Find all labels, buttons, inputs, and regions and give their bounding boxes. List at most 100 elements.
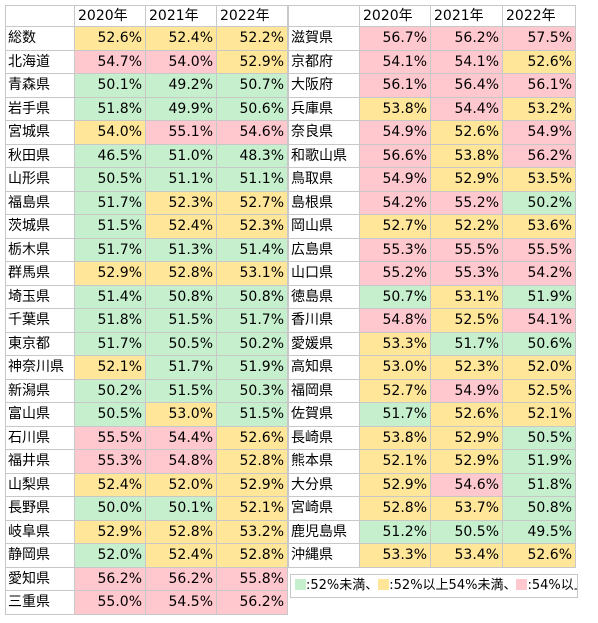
percentage-value: 50.5% <box>75 403 146 427</box>
percentage-value: 51.7% <box>75 238 146 262</box>
percentage-value: 56.1% <box>503 74 576 98</box>
percentage-value: 52.4% <box>146 215 217 239</box>
percentage-value: 56.2% <box>146 567 217 591</box>
percentage-value: 53.1% <box>217 262 288 286</box>
prefecture-name: 和歌山県 <box>288 144 360 168</box>
percentage-value: 56.4% <box>431 74 503 98</box>
percentage-value: 52.9% <box>217 473 288 497</box>
prefecture-name: 福島県 <box>5 191 75 215</box>
percentage-value: 52.6% <box>75 27 146 51</box>
percentage-value: 54.9% <box>360 121 431 145</box>
left-header-year: 2020年 <box>75 5 146 27</box>
percentage-value: 52.2% <box>431 215 503 239</box>
percentage-value: 55.5% <box>503 238 576 262</box>
prefecture-name: 山形県 <box>5 168 75 192</box>
percentage-value: 52.1% <box>360 450 431 474</box>
prefecture-name: 福岡県 <box>288 379 360 403</box>
percentage-value: 52.6% <box>431 121 503 145</box>
percentage-value: 55.0% <box>75 591 146 615</box>
percentage-value: 56.2% <box>217 591 288 615</box>
percentage-value: 55.2% <box>360 262 431 286</box>
percentage-value: 54.1% <box>503 309 576 333</box>
percentage-value: 56.7% <box>360 27 431 51</box>
percentage-value: 54.4% <box>146 426 217 450</box>
percentage-value: 52.8% <box>217 544 288 568</box>
percentage-value: 54.8% <box>146 450 217 474</box>
percentage-value: 52.9% <box>75 262 146 286</box>
percentage-value: 52.9% <box>360 473 431 497</box>
prefecture-name: 岡山県 <box>288 215 360 239</box>
percentage-value: 52.4% <box>146 27 217 51</box>
percentage-value: 53.3% <box>360 332 431 356</box>
percentage-value: 54.2% <box>360 191 431 215</box>
percentage-value: 54.0% <box>146 50 217 74</box>
percentage-value: 52.0% <box>503 356 576 380</box>
prefecture-name: 新潟県 <box>5 379 75 403</box>
prefecture-name: 愛媛県 <box>288 332 360 356</box>
percentage-value: 52.7% <box>360 215 431 239</box>
percentage-value: 54.6% <box>431 473 503 497</box>
percentage-value: 51.9% <box>503 285 576 309</box>
percentage-value: 51.7% <box>431 332 503 356</box>
percentage-value: 52.9% <box>217 50 288 74</box>
prefecture-name: 大阪府 <box>288 74 360 98</box>
percentage-value: 54.6% <box>217 121 288 145</box>
right-header-blank <box>288 5 360 27</box>
percentage-value: 50.6% <box>503 332 576 356</box>
percentage-value: 48.3% <box>217 144 288 168</box>
prefecture-name: 兵庫県 <box>288 97 360 121</box>
prefecture-name: 北海道 <box>5 50 75 74</box>
percentage-value: 54.2% <box>503 262 576 286</box>
percentage-value: 51.4% <box>217 238 288 262</box>
percentage-value: 54.1% <box>360 50 431 74</box>
percentage-value: 50.2% <box>217 332 288 356</box>
percentage-value: 52.6% <box>431 403 503 427</box>
percentage-value: 54.5% <box>146 591 217 615</box>
prefecture-name: 神奈川県 <box>5 356 75 380</box>
prefecture-name: 香川県 <box>288 309 360 333</box>
percentage-value: 46.5% <box>75 144 146 168</box>
percentage-value: 52.1% <box>503 403 576 427</box>
percentage-value: 51.5% <box>146 379 217 403</box>
prefecture-name: 石川県 <box>5 426 75 450</box>
legend-mid-label: :52%以上54%未満、 <box>389 577 517 593</box>
percentage-value: 49.2% <box>146 74 217 98</box>
grid-border <box>288 5 576 6</box>
percentage-value: 54.9% <box>503 121 576 145</box>
percentage-value: 55.8% <box>217 567 288 591</box>
prefecture-name: 徳島県 <box>288 285 360 309</box>
prefecture-name: 奈良県 <box>288 121 360 145</box>
percentage-value: 50.8% <box>217 285 288 309</box>
prefecture-name: 沖縄県 <box>288 544 360 568</box>
right-header-year: 2020年 <box>360 5 431 27</box>
prefecture-name: 千葉県 <box>5 309 75 333</box>
percentage-value: 56.2% <box>431 27 503 51</box>
prefecture-name: 長崎県 <box>288 426 360 450</box>
legend-high-swatch <box>516 578 528 590</box>
percentage-value: 51.7% <box>360 403 431 427</box>
prefecture-name: 秋田県 <box>5 144 75 168</box>
percentage-value: 50.6% <box>217 97 288 121</box>
prefecture-name: 佐賀県 <box>288 403 360 427</box>
percentage-value: 54.8% <box>360 309 431 333</box>
percentage-value: 52.9% <box>431 168 503 192</box>
percentage-value: 54.4% <box>431 97 503 121</box>
percentage-value: 55.5% <box>431 238 503 262</box>
percentage-value: 51.5% <box>146 309 217 333</box>
percentage-value: 50.2% <box>503 191 576 215</box>
prefecture-name: 高知県 <box>288 356 360 380</box>
percentage-value: 52.9% <box>75 520 146 544</box>
percentage-value: 56.1% <box>360 74 431 98</box>
percentage-value: 51.0% <box>146 144 217 168</box>
left-header-year: 2021年 <box>146 5 217 27</box>
percentage-value: 50.7% <box>360 285 431 309</box>
percentage-value: 51.7% <box>75 191 146 215</box>
percentage-value: 50.5% <box>431 520 503 544</box>
percentage-value: 51.8% <box>75 309 146 333</box>
percentage-value: 52.8% <box>146 262 217 286</box>
percentage-value: 52.5% <box>503 379 576 403</box>
percentage-value: 53.7% <box>431 497 503 521</box>
prefecture-name: 長野県 <box>5 497 75 521</box>
legend-high-label: :54%以上 <box>527 577 577 593</box>
percentage-value: 51.7% <box>146 356 217 380</box>
